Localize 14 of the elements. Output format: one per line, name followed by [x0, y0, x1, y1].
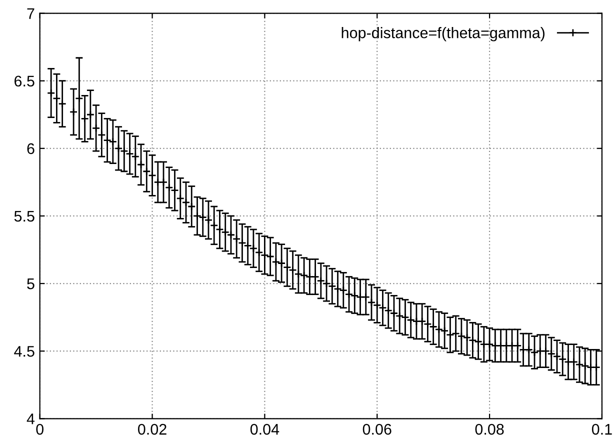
x-tick-label: 0.04: [250, 424, 280, 435]
y-tick-label: 4.5: [14, 346, 34, 357]
x-tick-label: 0.02: [138, 424, 166, 435]
y-tick-label: 7: [27, 8, 34, 19]
x-tick-label: 0.08: [475, 424, 504, 435]
x-tick-label: 0.06: [362, 424, 392, 435]
y-tick-label: 4: [26, 414, 35, 424]
x-tick-label: 0: [36, 424, 44, 435]
y-tick-label: 5: [27, 278, 34, 290]
y-tick-label: 6: [27, 143, 34, 154]
y-tick-label: 6.5: [14, 76, 34, 87]
x-tick-label: 0.1: [592, 424, 612, 435]
y-tick-label: 5.5: [14, 210, 34, 222]
legend-label: hop-distance=f(theta=gamma): [342, 27, 545, 42]
